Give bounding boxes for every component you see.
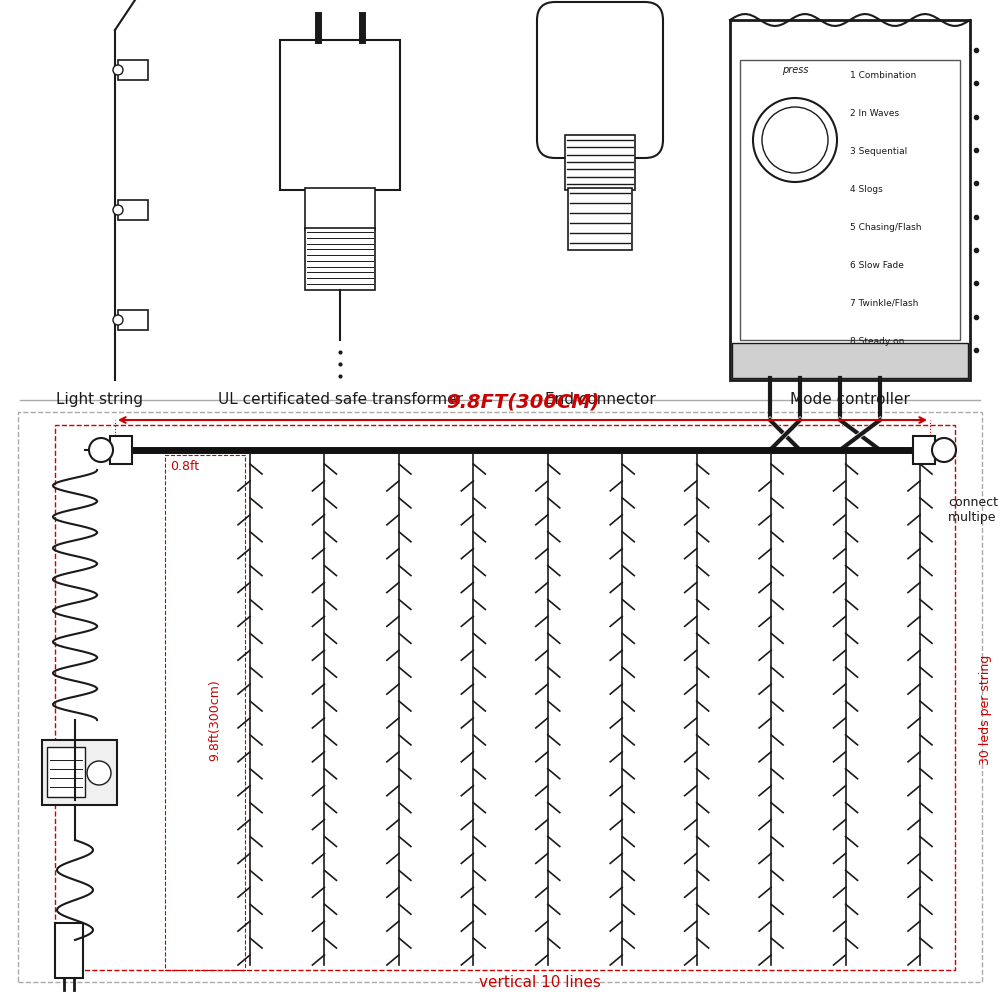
Circle shape xyxy=(762,107,828,173)
Bar xyxy=(732,343,968,378)
Text: 5 Chasing/Flash: 5 Chasing/Flash xyxy=(850,223,922,232)
Text: Mode controller: Mode controller xyxy=(790,392,910,407)
Bar xyxy=(110,436,132,464)
Bar xyxy=(280,40,400,190)
Bar xyxy=(165,455,245,970)
Text: 2 In Waves: 2 In Waves xyxy=(850,108,899,117)
Text: Light string: Light string xyxy=(56,392,144,407)
Text: 30 leds per string: 30 leds per string xyxy=(978,655,992,765)
Bar xyxy=(740,60,960,340)
Text: 4 Slogs: 4 Slogs xyxy=(850,184,883,194)
Circle shape xyxy=(932,438,956,462)
Bar xyxy=(42,740,117,805)
Bar xyxy=(118,200,148,220)
Text: 9.8ft(300cm): 9.8ft(300cm) xyxy=(208,679,222,761)
Bar xyxy=(118,310,148,330)
Text: UL certificated safe transformer: UL certificated safe transformer xyxy=(218,392,462,407)
Bar xyxy=(730,20,970,380)
Text: 3 Sequential: 3 Sequential xyxy=(850,146,907,155)
Circle shape xyxy=(89,438,113,462)
Bar xyxy=(305,228,375,290)
Bar xyxy=(913,436,935,464)
Bar xyxy=(47,747,85,797)
Bar xyxy=(55,425,955,970)
Circle shape xyxy=(753,98,837,182)
Text: 0.8ft: 0.8ft xyxy=(170,460,199,473)
Circle shape xyxy=(113,205,123,215)
Bar xyxy=(118,60,148,80)
Circle shape xyxy=(87,761,111,785)
Circle shape xyxy=(113,65,123,75)
Text: 9.8FT(300CM): 9.8FT(300CM) xyxy=(446,393,599,412)
Text: End connector: End connector xyxy=(545,392,655,407)
Bar xyxy=(18,412,982,982)
Bar xyxy=(568,188,632,250)
FancyBboxPatch shape xyxy=(537,2,663,158)
Text: 7 Twinkle/Flash: 7 Twinkle/Flash xyxy=(850,298,918,308)
Text: 8 Steady on: 8 Steady on xyxy=(850,336,904,346)
Circle shape xyxy=(113,315,123,325)
Bar xyxy=(305,188,375,230)
Text: connect
multipe lights: connect multipe lights xyxy=(948,496,1000,524)
Bar xyxy=(565,135,635,190)
Text: press: press xyxy=(782,65,808,75)
Text: 6 Slow Fade: 6 Slow Fade xyxy=(850,260,904,269)
Text: vertical 10 lines: vertical 10 lines xyxy=(479,975,601,990)
Bar xyxy=(55,923,83,978)
Text: 1 Combination: 1 Combination xyxy=(850,70,916,80)
